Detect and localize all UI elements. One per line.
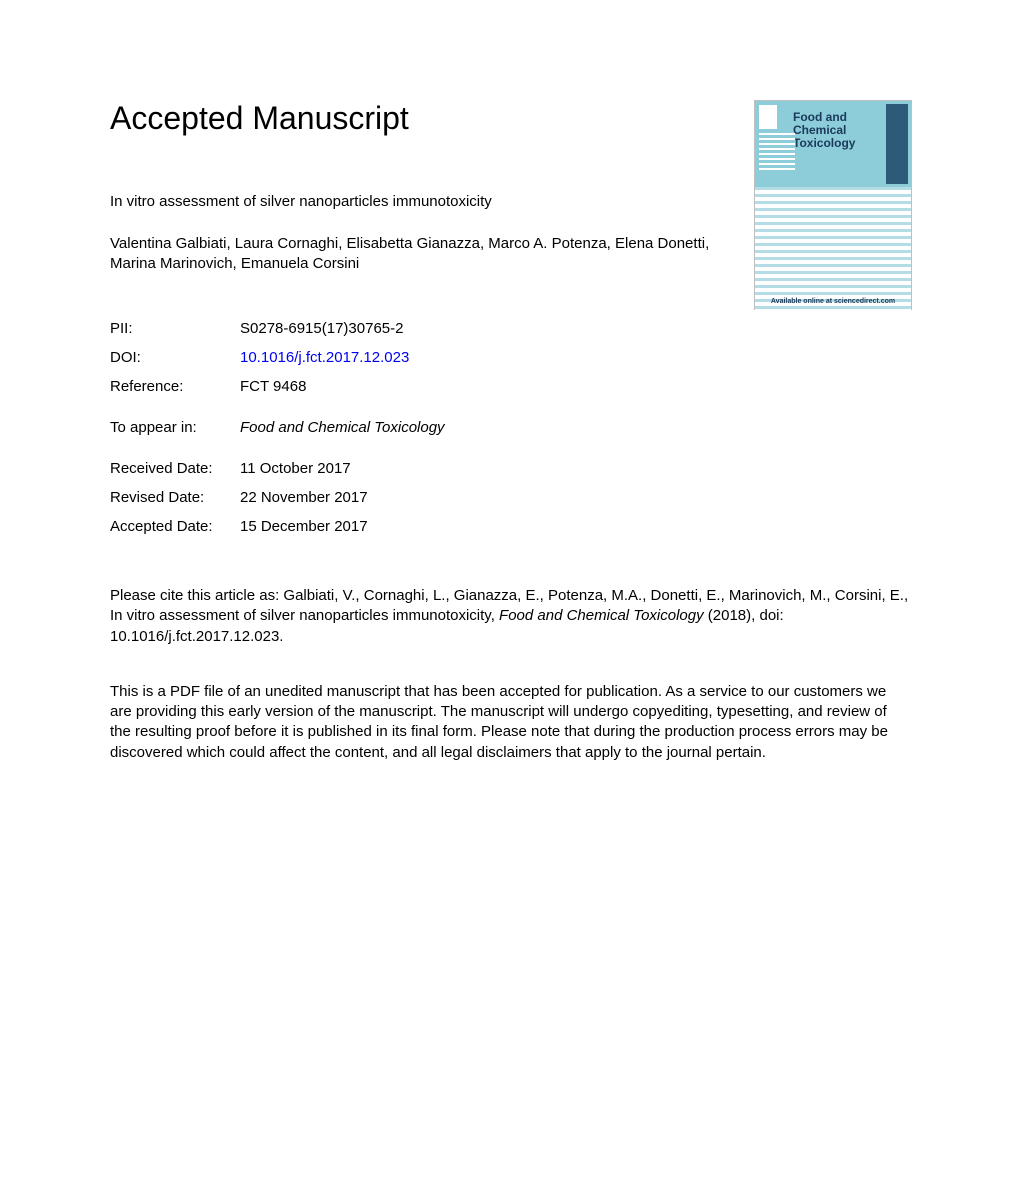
metadata-table: PII: S0278-6915(17)30765-2 DOI: 10.1016/… bbox=[110, 314, 445, 541]
pii-value: S0278-6915(17)30765-2 bbox=[240, 314, 445, 343]
meta-row-accepted: Accepted Date: 15 December 2017 bbox=[110, 512, 445, 541]
appear-label: To appear in: bbox=[110, 413, 240, 442]
cover-title-line1: Food and bbox=[793, 110, 847, 124]
cover-header: Food and Chemical Toxicology bbox=[755, 101, 911, 187]
publisher-logo-placeholder bbox=[759, 105, 777, 129]
doi-link[interactable]: 10.1016/j.fct.2017.12.023 bbox=[240, 349, 409, 366]
received-value: 11 October 2017 bbox=[240, 454, 445, 483]
accepted-value: 15 December 2017 bbox=[240, 512, 445, 541]
doi-label: DOI: bbox=[110, 343, 240, 372]
journal-cover-title: Food and Chemical Toxicology bbox=[793, 111, 883, 151]
cover-side-bar bbox=[886, 104, 908, 184]
cover-title-line2: Chemical bbox=[793, 123, 846, 137]
meta-row-reference: Reference: FCT 9468 bbox=[110, 372, 445, 401]
cover-footer-text: Available online at sciencedirect.com bbox=[755, 298, 911, 305]
meta-row-received: Received Date: 11 October 2017 bbox=[110, 454, 445, 483]
received-label: Received Date: bbox=[110, 454, 240, 483]
authors-list: Valentina Galbiati, Laura Cornaghi, Elis… bbox=[110, 234, 720, 275]
accepted-label: Accepted Date: bbox=[110, 512, 240, 541]
revised-value: 22 November 2017 bbox=[240, 483, 445, 512]
appear-value: Food and Chemical Toxicology bbox=[240, 413, 445, 442]
reference-value: FCT 9468 bbox=[240, 372, 445, 401]
revised-label: Revised Date: bbox=[110, 483, 240, 512]
disclaimer-text: This is a PDF file of an unedited manusc… bbox=[110, 682, 910, 763]
meta-row-appear: To appear in: Food and Chemical Toxicolo… bbox=[110, 413, 445, 442]
journal-cover: Food and Chemical Toxicology Available o… bbox=[754, 100, 912, 310]
meta-row-pii: PII: S0278-6915(17)30765-2 bbox=[110, 314, 445, 343]
pii-label: PII: bbox=[110, 314, 240, 343]
citation-journal: Food and Chemical Toxicology bbox=[499, 607, 704, 624]
meta-row-revised: Revised Date: 22 November 2017 bbox=[110, 483, 445, 512]
cover-body-stripes: Available online at sciencedirect.com bbox=[755, 187, 911, 311]
cover-title-line3: Toxicology bbox=[793, 136, 855, 150]
meta-row-doi: DOI: 10.1016/j.fct.2017.12.023 bbox=[110, 343, 445, 372]
reference-label: Reference: bbox=[110, 372, 240, 401]
cover-stripe-decor bbox=[759, 133, 795, 183]
citation-text: Please cite this article as: Galbiati, V… bbox=[110, 586, 910, 647]
